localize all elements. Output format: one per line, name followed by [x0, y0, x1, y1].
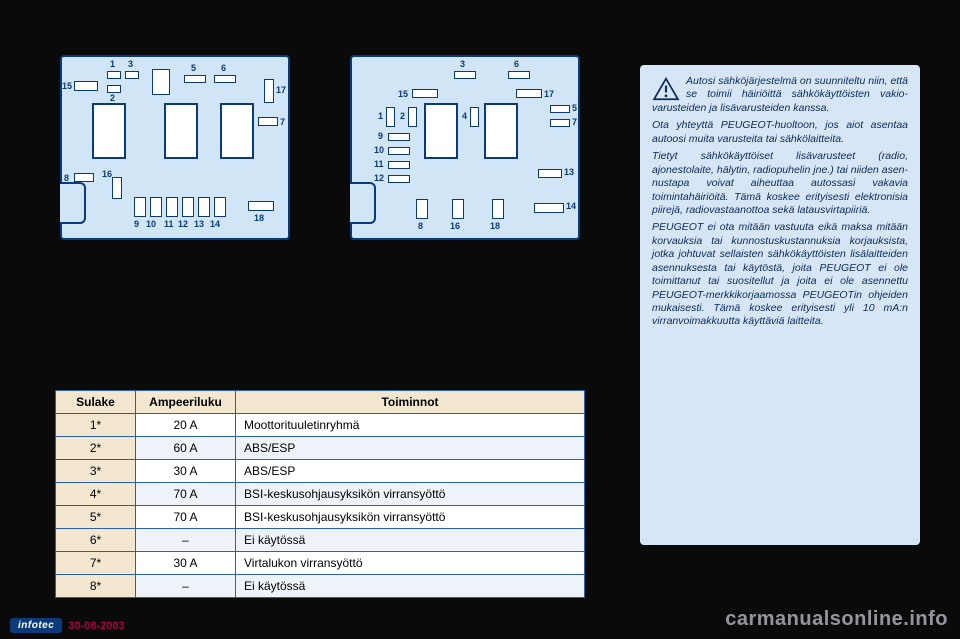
- table-cell: 8*: [56, 575, 136, 598]
- fuse-label: 14: [566, 201, 576, 211]
- fuse-label: 6: [221, 63, 226, 73]
- table-cell: 5*: [56, 506, 136, 529]
- table-cell: Moottorituuletinryhmä: [236, 414, 585, 437]
- manual-page: 1 3 5 6 2 15 17 7 8 16 9 10 11 12 13 14 …: [0, 0, 960, 639]
- fuse-label: 9: [378, 131, 383, 141]
- fuse-label: 17: [544, 89, 554, 99]
- table-cell: 1*: [56, 414, 136, 437]
- fuse-label: 13: [194, 219, 204, 229]
- table-row: 7*30 AVirtalukon virransyöttö: [56, 552, 585, 575]
- fuse-label: 10: [146, 219, 156, 229]
- infobox-paragraph: Ota yhteyttä PEUGEOT-huoltoon, jos aiot …: [652, 119, 908, 146]
- fuse-box-diagram-1: 1 3 5 6 2 15 17 7 8 16 9 10 11 12 13 14 …: [60, 55, 290, 240]
- table-cell: Ei käytössä: [236, 529, 585, 552]
- fuse-label: 16: [450, 221, 460, 231]
- col-header: Toiminnot: [236, 391, 585, 414]
- table-cell: 2*: [56, 437, 136, 460]
- fuse-label: 6: [514, 59, 519, 69]
- fuse-label: 16: [102, 169, 112, 179]
- table-row: 5*70 ABSI-keskusohjausyksikön virransyöt…: [56, 506, 585, 529]
- watermark: carmanualsonline.info: [725, 608, 948, 631]
- col-header: Sulake: [56, 391, 136, 414]
- fuse-label: 11: [164, 219, 174, 229]
- fuse-label: 9: [134, 219, 139, 229]
- table-cell: ABS/ESP: [236, 437, 585, 460]
- fuse-label: 13: [564, 167, 574, 177]
- fuse-label: 12: [374, 173, 384, 183]
- fuse-label: 17: [276, 85, 286, 95]
- table-cell: 20 A: [136, 414, 236, 437]
- fuse-label: 15: [398, 89, 408, 99]
- table-cell: 7*: [56, 552, 136, 575]
- table-cell: 70 A: [136, 483, 236, 506]
- table-cell: 4*: [56, 483, 136, 506]
- fuse-label: 7: [280, 117, 285, 127]
- table-row: 6*–Ei käytössä: [56, 529, 585, 552]
- infobox-paragraph: Autosi sähköjärjestelmä on suunniteltu n…: [652, 75, 908, 115]
- table-cell: –: [136, 575, 236, 598]
- fuse-label: 12: [178, 219, 188, 229]
- fuse-table: Sulake Ampeeriluku Toiminnot 1*20 AMoott…: [55, 390, 585, 598]
- table-cell: 70 A: [136, 506, 236, 529]
- fuse-label: 2: [400, 111, 405, 121]
- infobox-paragraph: PEUGEOT ei ota mitään vastuuta eikä maks…: [652, 221, 908, 329]
- fuse-label: 2: [110, 93, 115, 103]
- footer-date: 30-06-2003: [68, 620, 124, 632]
- warning-icon: [652, 77, 680, 101]
- fuse-label: 7: [572, 117, 577, 127]
- brand-badge: infotec: [10, 618, 62, 633]
- table-row: 4*70 ABSI-keskusohjausyksikön virransyöt…: [56, 483, 585, 506]
- table-row: 2*60 AABS/ESP: [56, 437, 585, 460]
- table-cell: –: [136, 529, 236, 552]
- fuse-label: 15: [62, 81, 72, 91]
- warning-infobox: Autosi sähköjärjestelmä on suunniteltu n…: [640, 65, 920, 545]
- fuse-label: 10: [374, 145, 384, 155]
- table-cell: 3*: [56, 460, 136, 483]
- table-row: 1*20 AMoottorituuletinryhmä: [56, 414, 585, 437]
- fuse-box-diagram-2: 3 6 15 17 1 2 4 5 7 9 10 11 12 13 8 16 1…: [350, 55, 580, 240]
- fuse-label: 8: [64, 173, 69, 183]
- fuse-label: 5: [191, 63, 196, 73]
- fuse-label: 4: [462, 111, 467, 121]
- fuse-label: 14: [210, 219, 220, 229]
- fuse-label: 1: [378, 111, 383, 121]
- table-header-row: Sulake Ampeeriluku Toiminnot: [56, 391, 585, 414]
- footer: infotec 30-06-2003: [10, 618, 125, 633]
- col-header: Ampeeriluku: [136, 391, 236, 414]
- table-cell: ABS/ESP: [236, 460, 585, 483]
- fuse-label: 8: [418, 221, 423, 231]
- table-cell: Ei käytössä: [236, 575, 585, 598]
- table-cell: Virtalukon virransyöttö: [236, 552, 585, 575]
- table-row: 3*30 AABS/ESP: [56, 460, 585, 483]
- table-row: 8*–Ei käytössä: [56, 575, 585, 598]
- fuse-label: 11: [374, 159, 384, 169]
- infobox-paragraph: Tietyt sähkökäyttöiset lisävarus­teet (r…: [652, 150, 908, 217]
- table-cell: 30 A: [136, 460, 236, 483]
- fuse-label: 18: [254, 213, 264, 223]
- fuse-label: 3: [460, 59, 465, 69]
- fuse-label: 18: [490, 221, 500, 231]
- table-cell: BSI-keskusohjausyksikön virransyöttö: [236, 483, 585, 506]
- fuse-label: 3: [128, 59, 133, 69]
- table-cell: 60 A: [136, 437, 236, 460]
- table-cell: 30 A: [136, 552, 236, 575]
- fuse-label: 1: [110, 59, 115, 69]
- table-cell: BSI-keskusohjausyksikön virransyöttö: [236, 506, 585, 529]
- table-cell: 6*: [56, 529, 136, 552]
- fuse-label: 5: [572, 103, 577, 113]
